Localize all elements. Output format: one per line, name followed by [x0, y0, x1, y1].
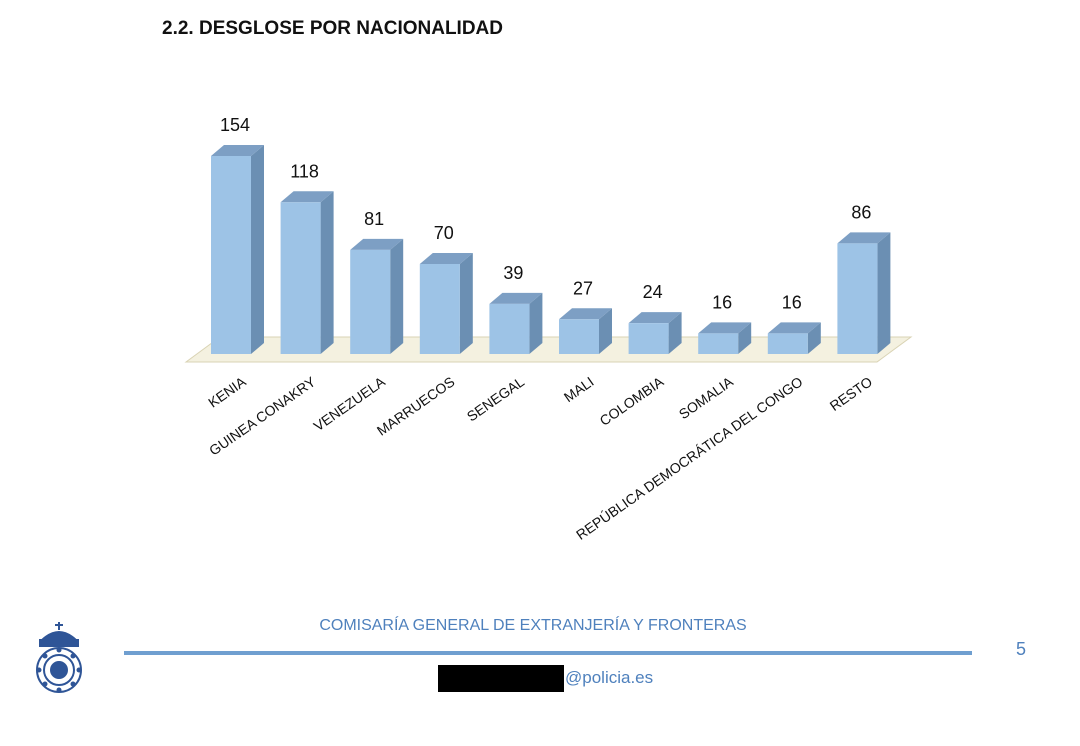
bar	[837, 232, 891, 354]
bar	[419, 253, 473, 354]
category-label: RESTO	[827, 373, 876, 414]
bar-front	[211, 156, 251, 354]
chart-bars	[211, 145, 891, 354]
footer-organization: COMISARÍA GENERAL DE EXTRANJERÍA Y FRONT…	[319, 617, 747, 634]
bar	[559, 308, 612, 354]
bar-front	[559, 319, 599, 354]
category-label: MARRUECOS	[374, 373, 458, 438]
bar-top	[559, 308, 612, 320]
bar-top	[837, 232, 891, 244]
bar-front	[489, 303, 530, 354]
bar-top	[698, 322, 752, 334]
bar	[280, 191, 334, 354]
redaction-block	[438, 664, 564, 692]
category-label: MALI	[561, 373, 597, 405]
bar-side	[738, 322, 752, 354]
footer-divider	[124, 651, 972, 655]
bar-side	[529, 292, 543, 354]
bar-side	[320, 191, 334, 354]
data-label: 86	[851, 202, 871, 222]
bar	[767, 322, 821, 354]
bar-top	[489, 292, 543, 304]
bar-top	[280, 191, 334, 203]
bar-front	[419, 264, 460, 354]
bar-front	[280, 202, 321, 354]
bar	[211, 145, 264, 354]
data-label: 154	[220, 115, 250, 135]
bar-side	[599, 308, 612, 354]
bar-top	[419, 253, 473, 264]
category-label: SENEGAL	[464, 373, 528, 424]
bar-side	[459, 253, 473, 354]
data-label: 24	[643, 282, 663, 302]
data-label: 39	[503, 263, 523, 283]
data-label: 27	[573, 278, 593, 298]
footer-email: @policia.es	[438, 664, 653, 692]
bar-side	[807, 322, 821, 354]
bar-side	[251, 145, 264, 354]
bar-top	[767, 322, 821, 334]
bar-side	[877, 232, 891, 354]
bar-front	[767, 333, 808, 354]
bar	[698, 322, 752, 354]
bar	[350, 238, 404, 354]
data-label: 118	[290, 161, 319, 181]
email-domain: @policia.es	[565, 668, 654, 687]
chart-value-labels: 154 118 81 70 39 27 24 16 16 86	[220, 115, 871, 312]
data-label: 70	[434, 223, 454, 243]
police-crest-icon	[36, 622, 82, 693]
data-label: 16	[782, 292, 802, 312]
bar-top	[350, 238, 404, 250]
page-number: 5	[1016, 639, 1027, 659]
bar	[628, 312, 682, 354]
bar	[489, 292, 543, 354]
bar-top	[628, 312, 682, 324]
bar-front	[837, 243, 878, 354]
bar-front	[350, 249, 391, 354]
bar-side	[668, 312, 682, 354]
category-label: SOMALIA	[676, 373, 737, 422]
category-label: COLOMBIA	[597, 373, 667, 429]
bar-front	[698, 333, 739, 354]
data-label: 81	[364, 209, 384, 229]
category-label: KENIA	[205, 373, 249, 411]
section-title: 2.2. DESGLOSE POR NACIONALIDAD	[162, 18, 503, 39]
data-label: 16	[712, 292, 732, 312]
bar-front	[628, 323, 669, 354]
bar-top	[211, 145, 264, 156]
bar-side	[390, 238, 404, 354]
